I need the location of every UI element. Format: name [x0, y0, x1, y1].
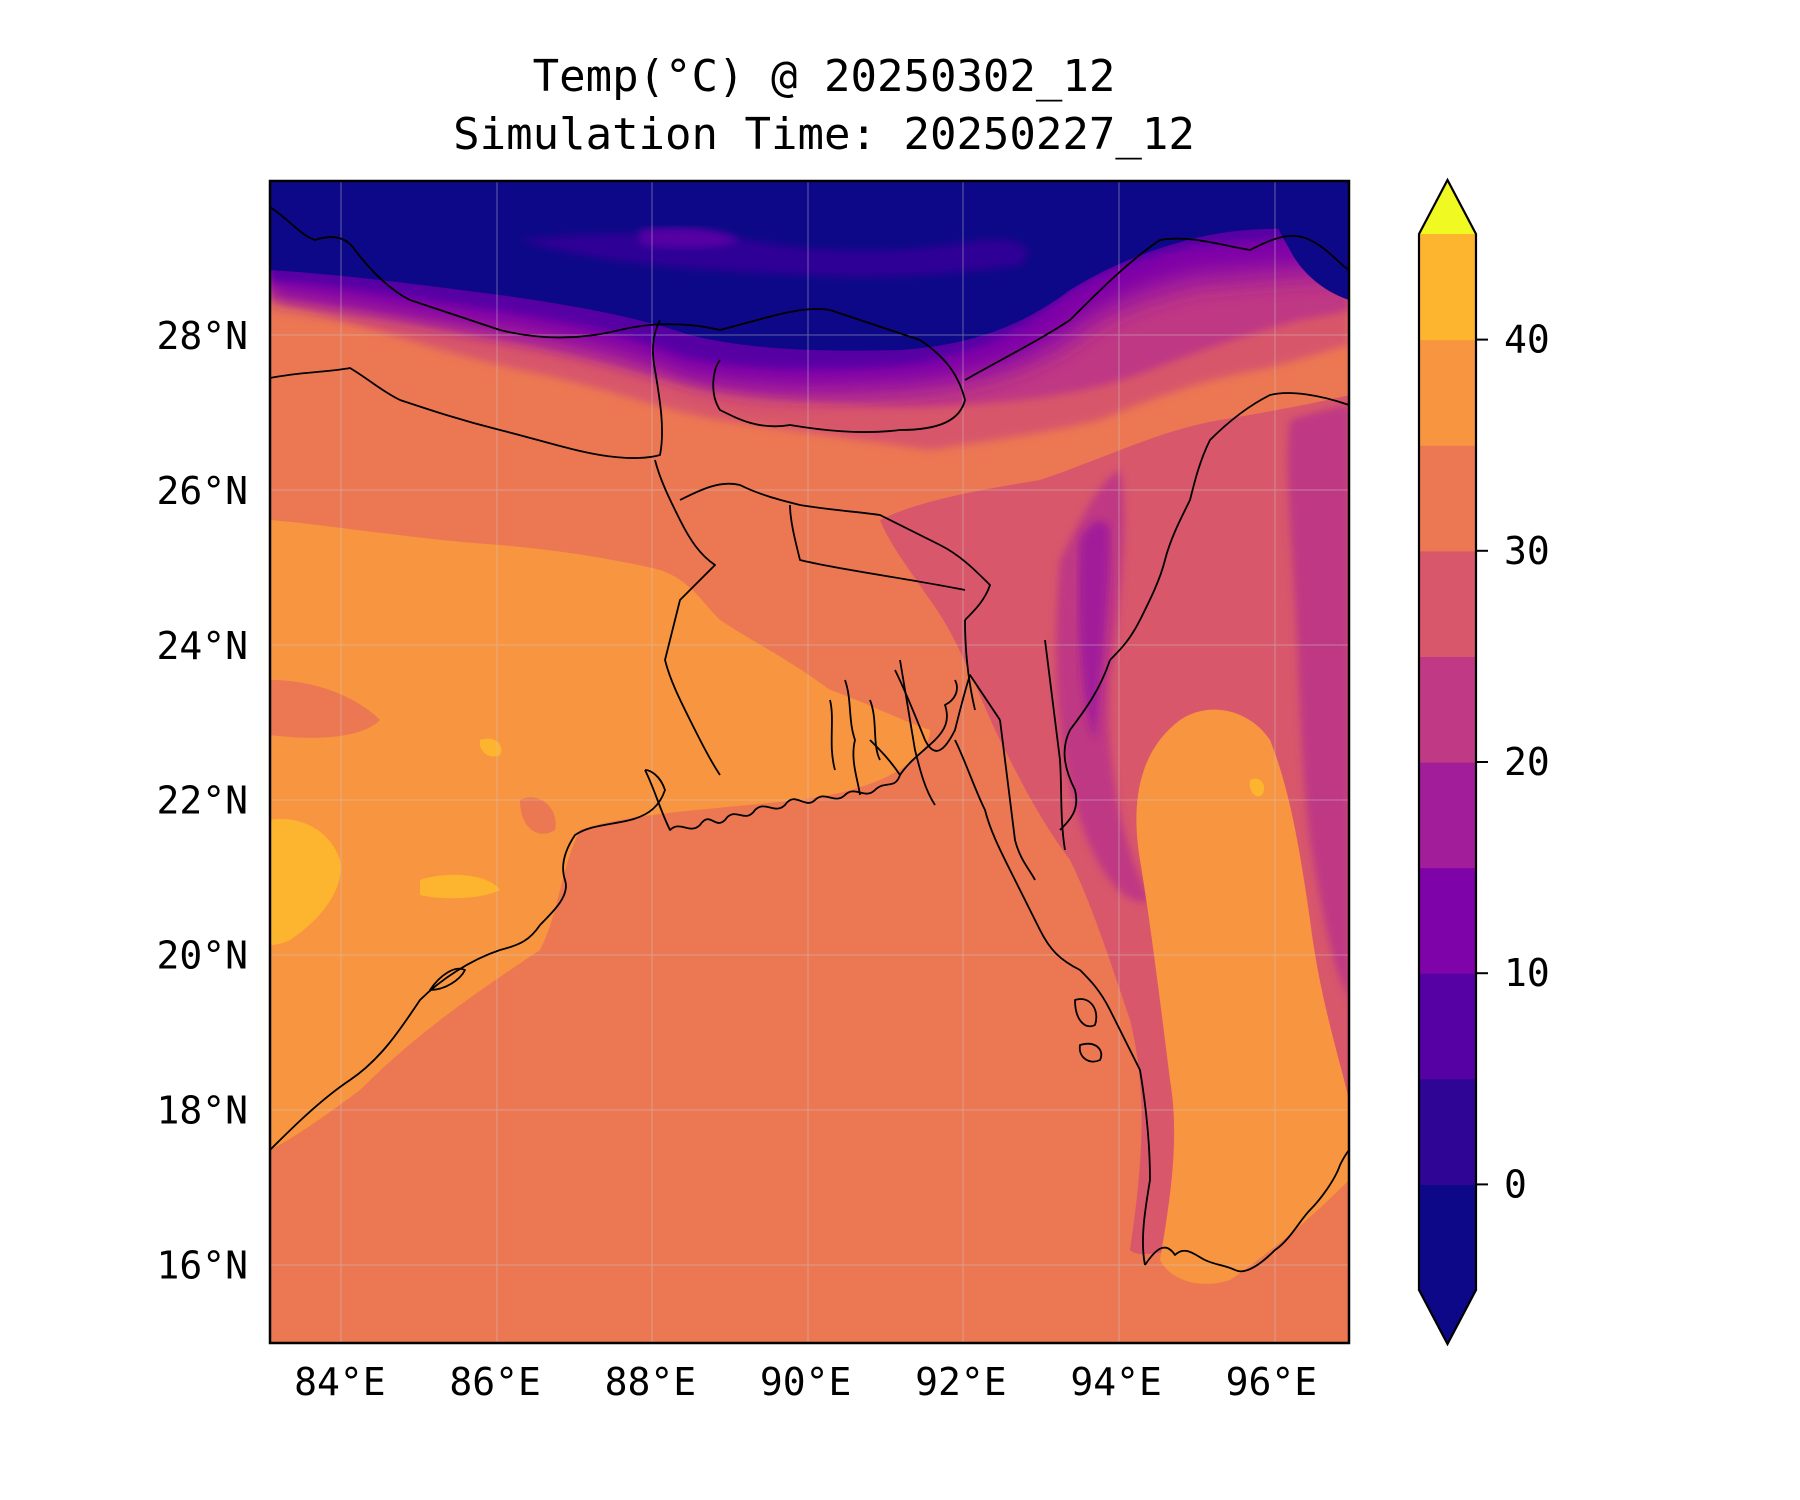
- border-bhutan: [712, 308, 966, 433]
- lat-tick-label: 20°N: [156, 934, 248, 978]
- colorbar-tick-label: 40: [1504, 318, 1550, 362]
- colorbar-tick-label: 30: [1504, 529, 1550, 573]
- lat-tick-label: 28°N: [156, 314, 248, 358]
- gridlines: [270, 181, 1349, 1343]
- field-plains-patch-1: [270, 680, 380, 738]
- colorbar-segment: [1419, 973, 1476, 1080]
- lat-tick-label: 26°N: [156, 469, 248, 513]
- border-arunachal: [964, 235, 1349, 381]
- lon-tick-label: 84°E: [294, 1360, 386, 1404]
- chart-title: Temp(°C) @ 20250302_12 Simulation Time: …: [0, 48, 1648, 164]
- border-mizoram: [999, 639, 1066, 881]
- coastline-myanmar-south: [1144, 1149, 1349, 1273]
- coastlines-borders: [270, 206, 1349, 1273]
- field-plains-warm: [270, 520, 930, 1150]
- lon-tick-label: 96°E: [1226, 1360, 1318, 1404]
- border-nepal: [270, 319, 663, 459]
- coastline-chittagong: [899, 679, 1151, 1266]
- field-valley-hot: [1249, 778, 1265, 797]
- border-tibet-north: [270, 206, 721, 339]
- colorbar-tick-label: 20: [1504, 740, 1550, 784]
- colorbar-segment: [1419, 339, 1476, 446]
- temperature-field: [270, 181, 1349, 1343]
- colorbar-segment: [1419, 867, 1476, 974]
- field-irrawaddy-valley: [1136, 709, 1349, 1284]
- border-bangladesh-east: [899, 619, 976, 806]
- colorbar-segment: [1419, 656, 1476, 763]
- field-plains-patch-2: [520, 797, 556, 834]
- coastline-india-east: [270, 769, 666, 1151]
- colorbar-segment: [1419, 550, 1476, 657]
- coastline-bengal-delta: [644, 739, 901, 831]
- colorbar-extend-max: [1419, 180, 1476, 234]
- colorbar-tick-label: 10: [1504, 951, 1550, 995]
- field-myanmar-east-hills: [1287, 405, 1349, 1000]
- lon-tick-label: 90°E: [760, 1360, 852, 1404]
- colorbar-segment: [1419, 234, 1476, 341]
- field-tibet-patch-2: [640, 227, 740, 249]
- field-hot-3: [479, 738, 502, 757]
- border-bangladesh: [654, 459, 721, 776]
- lon-tick-label: 88°E: [605, 1360, 697, 1404]
- lat-axis: 28°N 26°N 24°N 22°N 20°N 18°N 16°N: [156, 314, 248, 1288]
- colorbar-segment: [1419, 1184, 1476, 1291]
- field-hot-2: [420, 874, 500, 899]
- lat-tick-label: 24°N: [156, 624, 248, 668]
- border-nagaland: [1059, 659, 1111, 831]
- title-line-1: Temp(°C) @ 20250302_12: [532, 51, 1116, 102]
- colorbar-tick-label: 0: [1504, 1162, 1527, 1206]
- lat-tick-label: 18°N: [156, 1089, 248, 1133]
- colorbar-segment: [1419, 445, 1476, 552]
- coastline-ramree: [1078, 1042, 1103, 1063]
- lon-tick-label: 86°E: [449, 1360, 541, 1404]
- colorbar: 0 10 20 30 40: [1417, 177, 1550, 1347]
- field-east-cold: [1260, 181, 1349, 300]
- lat-tick-label: 16°N: [156, 1244, 248, 1288]
- lat-tick-label: 22°N: [156, 779, 248, 823]
- field-myanmar-cool-ridge-2: [1078, 521, 1110, 740]
- border-tripura: [894, 669, 1001, 752]
- colorbar-segment: [1419, 762, 1476, 869]
- coastline-delta-rivers: [829, 679, 881, 796]
- coastline-cheduba: [1074, 998, 1098, 1028]
- border-meghalaya: [789, 504, 966, 591]
- colorbar-outline: [1417, 177, 1478, 1347]
- border-bangladesh-north: [679, 482, 991, 621]
- title-line-2: Simulation Time: 20250227_12: [453, 109, 1195, 160]
- map-frame: [268, 179, 1351, 1345]
- coastline-odisha-lake: [429, 967, 466, 991]
- lon-tick-label: 92°E: [915, 1360, 1007, 1404]
- colorbar-extend-min: [1419, 1290, 1476, 1344]
- lon-axis: 84°E 86°E 88°E 90°E 92°E 94°E 96°E: [294, 1360, 1317, 1404]
- lon-tick-label: 94°E: [1070, 1360, 1162, 1404]
- colorbar-segment: [1419, 1078, 1476, 1185]
- border-myanmar-north: [1109, 392, 1349, 661]
- field-hot-1: [270, 819, 341, 945]
